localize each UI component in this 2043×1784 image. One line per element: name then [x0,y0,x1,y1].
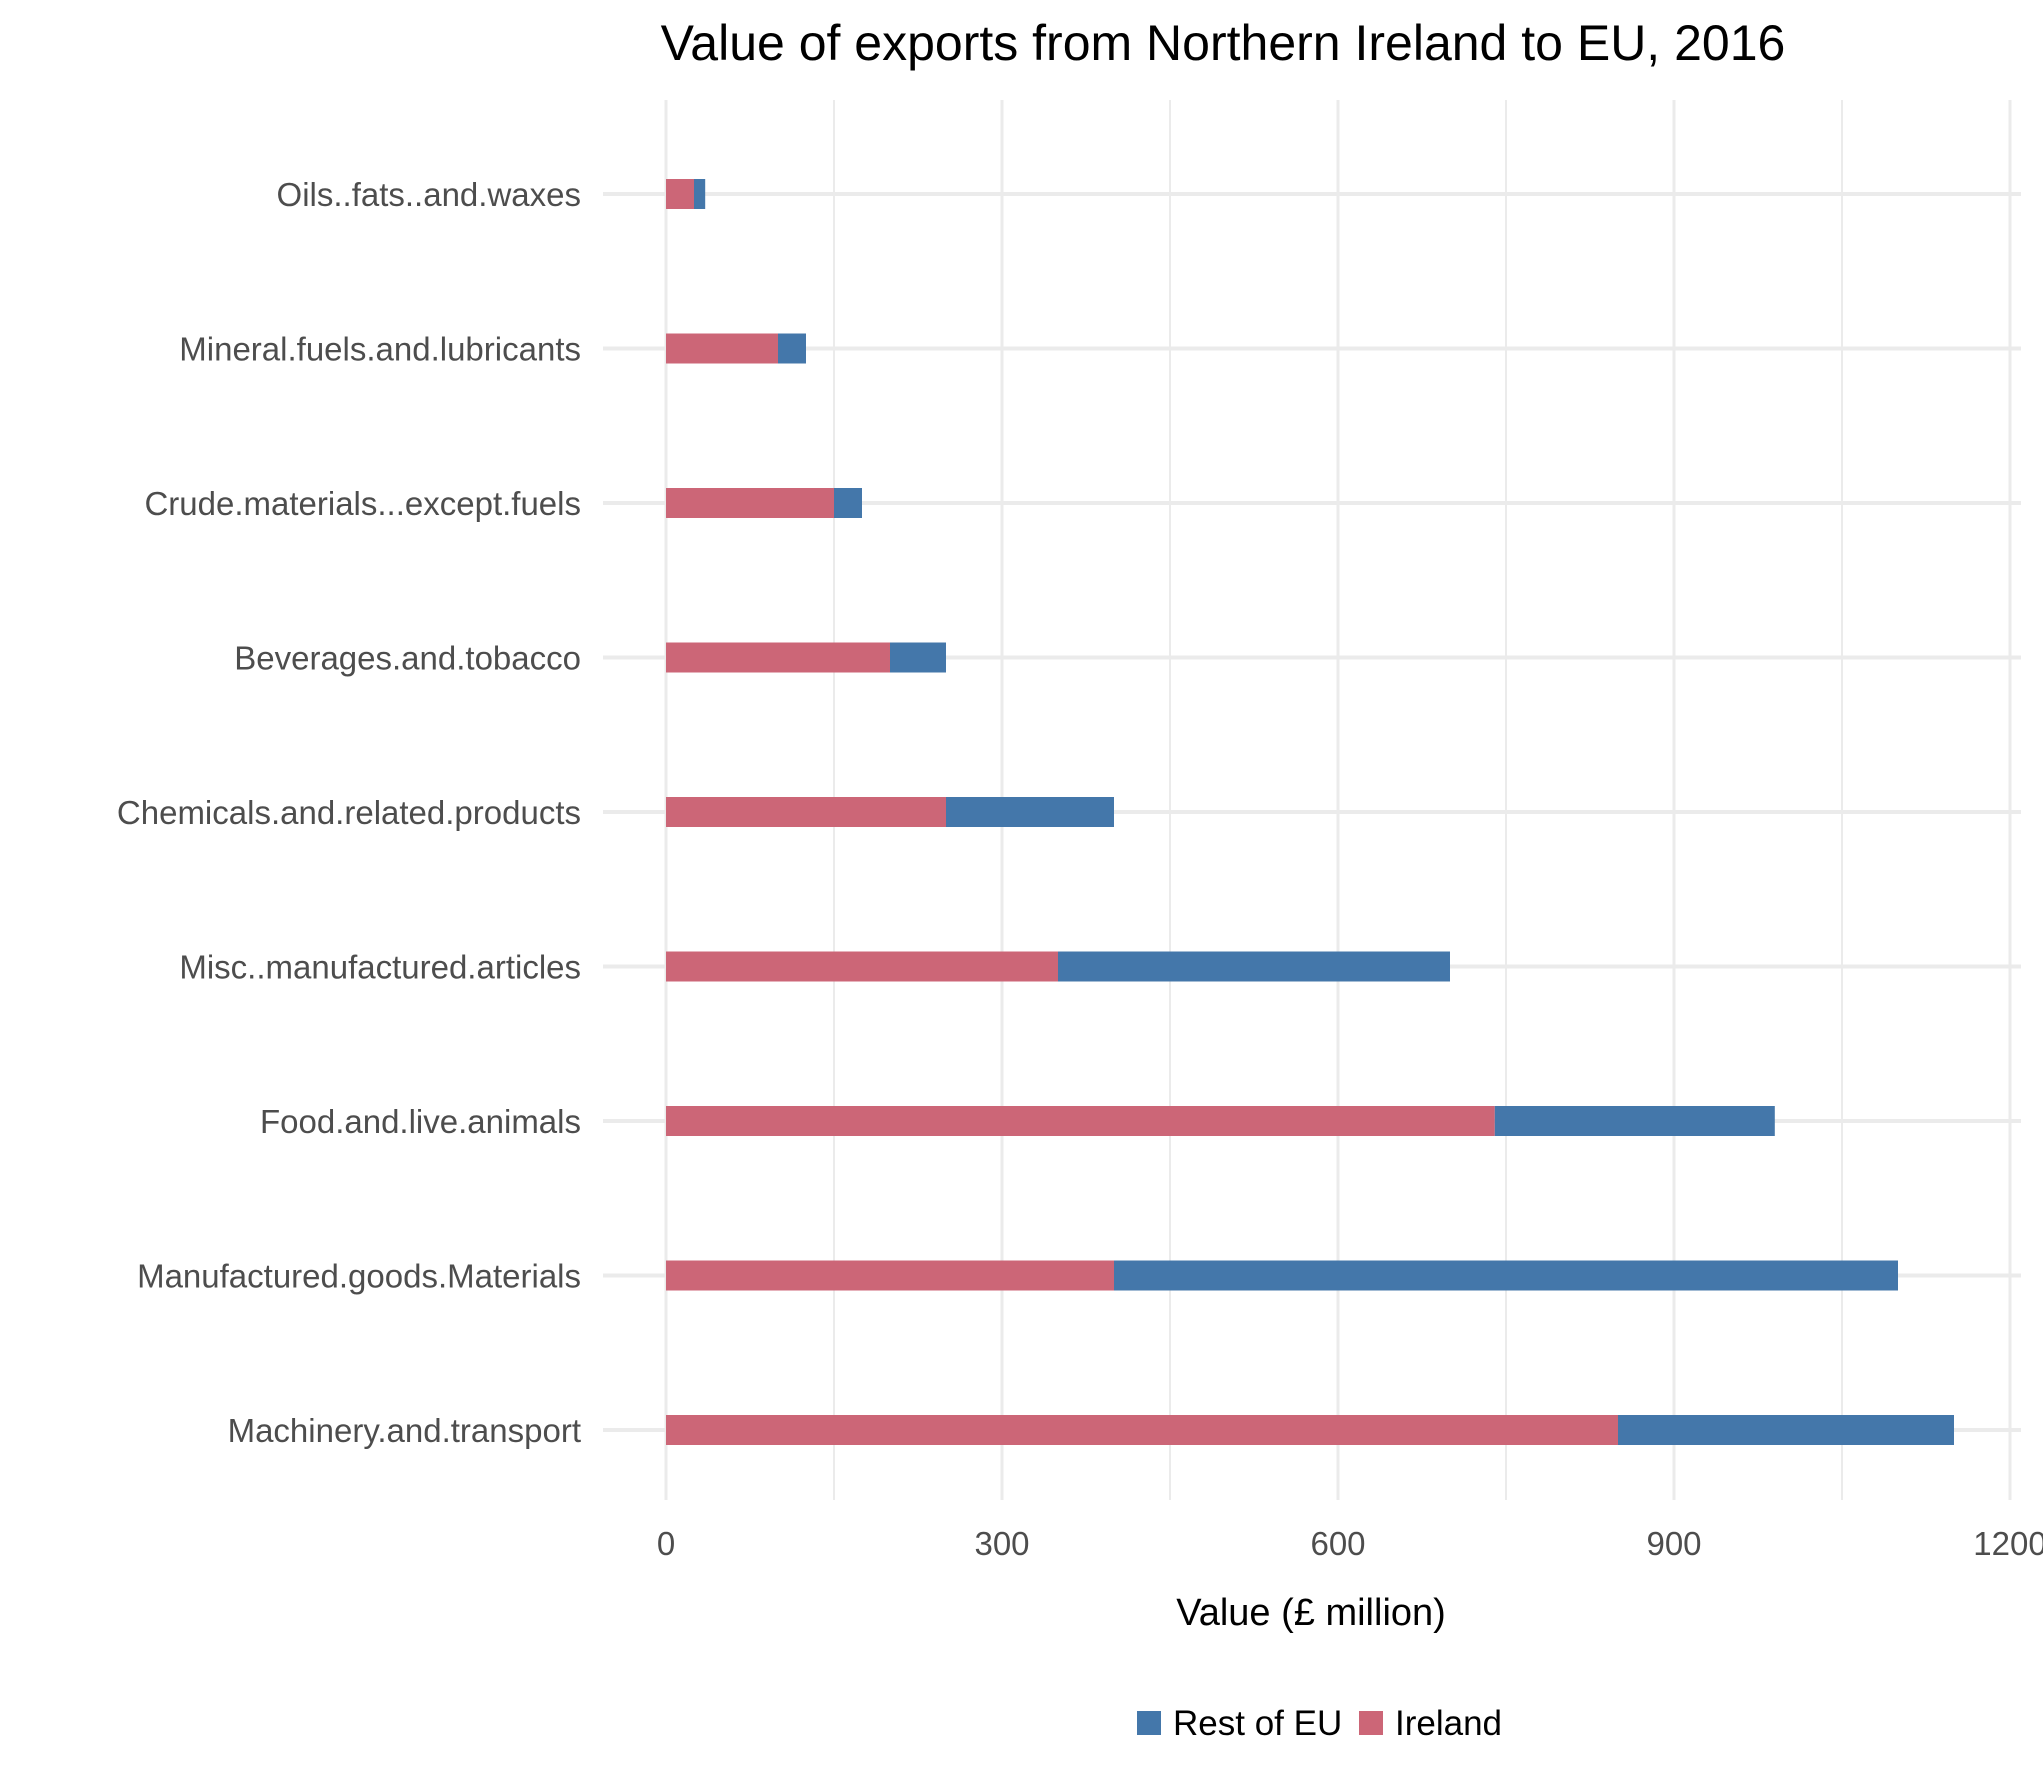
y-axis-tick-labels: Oils..fats..and.waxes Mineral.fuels.and.l… [117,176,581,1449]
bar-segment-ireland [666,1415,1618,1445]
bar-segment-rest-of-eu [834,488,862,518]
y-tick-label: Oils..fats..and.waxes [277,176,581,213]
bars [666,179,1954,1445]
y-tick-label: Mineral.fuels.and.lubricants [179,331,581,368]
legend-swatch [1137,1711,1161,1735]
x-tick-label: 900 [1646,1525,1701,1562]
bar-segment-rest-of-eu [1114,1260,1898,1291]
legend-label: Ireland [1395,1704,1502,1743]
y-tick-label: Manufactured.goods.Materials [137,1258,581,1295]
bar-segment-rest-of-eu [778,333,806,364]
x-tick-label: 1200 [1973,1525,2043,1562]
bar-segment-rest-of-eu [1058,951,1450,982]
bar-segment-ireland [666,951,1058,982]
y-tick-label: Crude.materials...except.fuels [144,485,581,522]
x-tick-label: 600 [1310,1525,1365,1562]
x-axis-title: Value (£ million) [1176,1592,1446,1634]
y-tick-label: Machinery.and.transport [228,1412,581,1449]
bar-segment-ireland [666,797,946,827]
legend: Rest of EU Ireland [1137,1704,1502,1743]
x-tick-label: 0 [657,1525,675,1562]
y-tick-label: Chemicals.and.related.products [117,794,581,831]
bar-segment-ireland [666,333,778,364]
y-tick-label: Beverages.and.tobacco [234,640,581,677]
bar-segment-ireland [666,642,890,673]
bar-segment-ireland [666,488,834,518]
x-tick-label: 300 [974,1525,1029,1562]
bar-segment-rest-of-eu [1618,1415,1954,1445]
y-tick-label: Misc..manufactured.articles [179,949,581,986]
bar-segment-rest-of-eu [694,179,706,209]
legend-swatch [1359,1711,1383,1735]
x-axis-tick-labels: 0 300 600 900 1200 [657,1525,2043,1562]
bar-segment-rest-of-eu [890,642,946,673]
legend-label: Rest of EU [1173,1704,1342,1743]
bar-segment-ireland [666,1260,1114,1291]
bar-segment-ireland [666,179,694,209]
bar-segment-ireland [666,1106,1495,1136]
bar-segment-rest-of-eu [1494,1106,1775,1136]
bar-segment-rest-of-eu [946,797,1114,827]
chart-title: Value of exports from Northern Ireland t… [661,15,1786,71]
y-tick-label: Food.and.live.animals [260,1103,581,1140]
